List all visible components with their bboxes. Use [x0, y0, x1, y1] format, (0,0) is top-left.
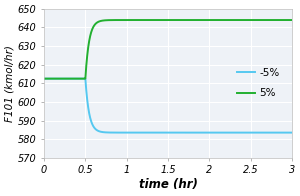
-5%: [85, 97, 89, 99]
Line: 5%: 5%: [44, 20, 292, 79]
5%: [42, 77, 46, 80]
-5%: [42, 77, 46, 80]
-5%: [137, 132, 141, 134]
Legend: -5%, 5%: -5%, 5%: [235, 66, 282, 101]
5%: [290, 19, 294, 21]
5%: [137, 19, 141, 21]
5%: [285, 19, 289, 21]
Y-axis label: F101 (kmol/hr): F101 (kmol/hr): [5, 45, 15, 122]
-5%: [285, 132, 289, 134]
-5%: [290, 132, 294, 134]
-5%: [148, 132, 152, 134]
5%: [210, 19, 214, 21]
-5%: [210, 132, 213, 134]
5%: [85, 56, 89, 59]
5%: [148, 19, 152, 21]
5%: [259, 19, 262, 21]
Line: -5%: -5%: [44, 79, 292, 133]
X-axis label: time (hr): time (hr): [139, 178, 197, 191]
-5%: [70, 77, 74, 80]
5%: [70, 77, 74, 80]
-5%: [259, 132, 262, 134]
